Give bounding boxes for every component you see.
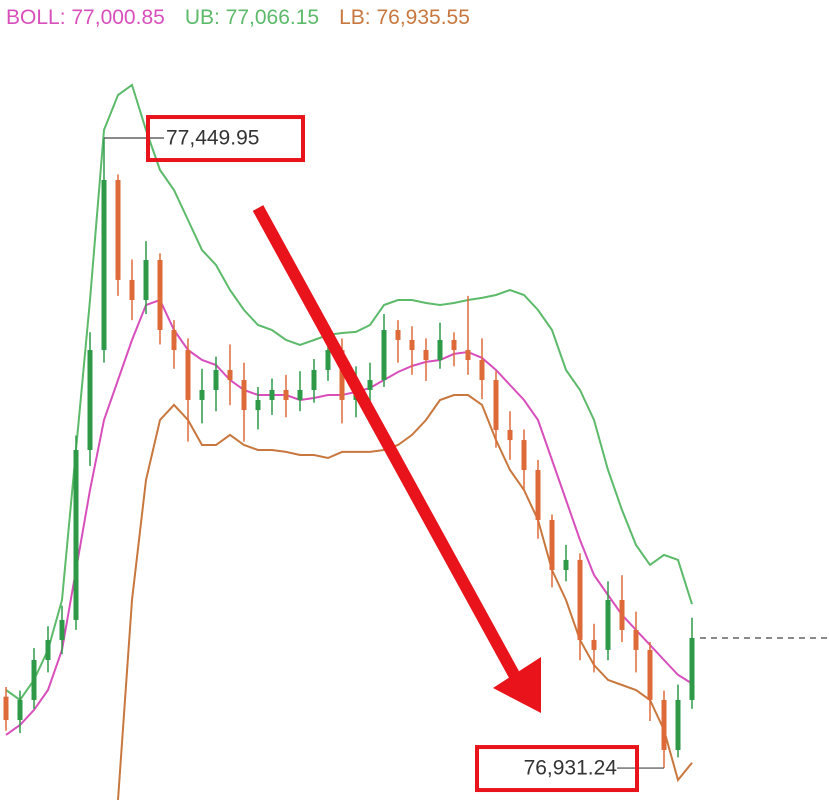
- candle-body: [367, 380, 373, 390]
- trend-arrow-shaft: [252, 205, 523, 683]
- candle-body: [493, 380, 499, 430]
- candle-body: [409, 339, 415, 351]
- candle-body: [297, 390, 303, 400]
- candle-body: [227, 369, 233, 381]
- candle-body: [115, 180, 121, 280]
- candle-body: [269, 390, 275, 400]
- candle-body: [647, 649, 653, 700]
- trend-arrow-head: [493, 657, 541, 713]
- candle-body: [339, 350, 345, 400]
- candle-body: [129, 279, 135, 300]
- candle-body: [451, 339, 457, 351]
- candle-body: [395, 330, 401, 340]
- candle-body: [311, 369, 317, 390]
- candle-body: [185, 350, 191, 400]
- candle-body: [73, 450, 79, 620]
- candle-body: [521, 440, 527, 471]
- candle-body: [87, 350, 93, 450]
- candle-body: [213, 369, 219, 390]
- high-label: 77,449.95: [166, 127, 259, 150]
- candle-body: [507, 429, 513, 441]
- band-line: [117, 394, 693, 800]
- highlight-box: [146, 115, 305, 163]
- legend-value: 76,935.55: [376, 6, 470, 29]
- candle-body: [17, 699, 23, 720]
- band-line: [5, 298, 693, 736]
- candle-body: [31, 660, 37, 700]
- legend-name: LB: [339, 6, 376, 29]
- candle-body: [479, 360, 485, 381]
- candle-body: [143, 260, 149, 300]
- candle-body: [199, 390, 205, 400]
- candle-body: [591, 639, 597, 650]
- candle-body: [157, 260, 163, 330]
- candle-body: [535, 470, 541, 520]
- candle-body: [325, 350, 331, 370]
- annotations: 77,449.95 76,931.24: [104, 115, 664, 793]
- candle-body: [437, 339, 443, 360]
- candle-body: [101, 180, 107, 351]
- legend-name: UB: [185, 6, 226, 29]
- legend-item: UB77,066.15: [185, 6, 319, 30]
- legend-item: BOLL77,000.85: [6, 6, 165, 30]
- highlight-box: [475, 745, 639, 793]
- candle-body: [3, 696, 9, 720]
- candle-body: [605, 600, 611, 650]
- candle-body: [577, 559, 583, 640]
- candle-body: [675, 699, 681, 750]
- candle-body: [549, 519, 555, 570]
- candle-body: [661, 699, 667, 750]
- candle-body: [59, 619, 65, 640]
- candle-body: [423, 350, 429, 360]
- legend-name: BOLL: [6, 6, 71, 29]
- candle-body: [241, 380, 247, 411]
- candle-body: [381, 330, 387, 381]
- candle-body: [283, 390, 289, 400]
- candle-body: [633, 630, 639, 650]
- candle-body: [465, 350, 471, 360]
- legend-item: LB76,935.55: [339, 6, 470, 30]
- band-line: [5, 83, 693, 702]
- legend-value: 77,066.15: [225, 6, 320, 29]
- candle-body: [45, 639, 51, 660]
- legend-value: 77,000.85: [71, 6, 165, 29]
- legend: BOLL77,000.85 UB77,066.15 LB76,935.55: [6, 6, 470, 30]
- low-label: 76,931.24: [524, 757, 618, 780]
- candle-body: [619, 600, 625, 630]
- candle-body: [171, 330, 177, 351]
- marks: [3, 83, 829, 800]
- candle-body: [255, 399, 261, 411]
- candle-body: [689, 638, 695, 700]
- candle-body: [563, 559, 569, 570]
